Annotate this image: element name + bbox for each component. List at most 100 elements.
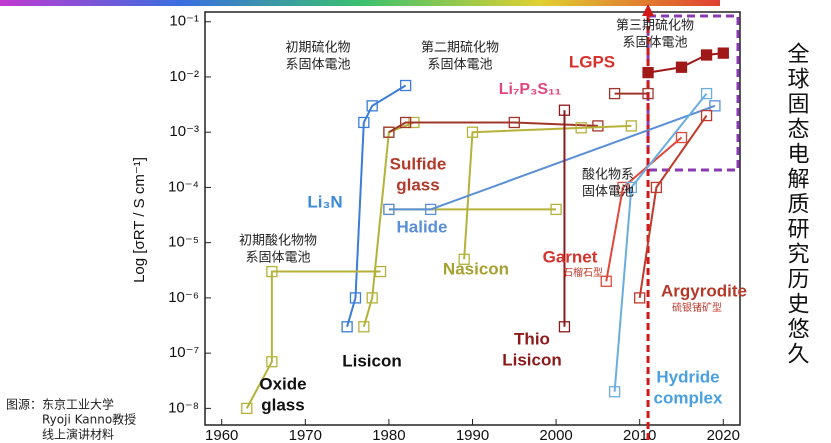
annotation: 酸化物系: [582, 168, 634, 183]
series-marker: [366, 100, 378, 112]
x-tick-label: 1970: [289, 427, 322, 443]
series-marker: [358, 321, 370, 333]
annotation: complex: [654, 388, 724, 407]
series-marker: [608, 386, 621, 398]
y-tick-label: 10⁻⁸: [168, 399, 199, 416]
x-tick-label: 1960: [205, 427, 238, 443]
x-tick-label: 1980: [372, 427, 405, 443]
annotation: Oxide: [259, 374, 306, 393]
y-tick-label: 10⁻⁶: [168, 289, 199, 306]
x-tick-label: 2010: [623, 427, 656, 443]
series-marker: [341, 321, 353, 333]
annotation: Halide: [396, 217, 447, 236]
annotation: 固体電池: [582, 185, 634, 200]
series-line: [245, 270, 381, 409]
series-marker: [266, 265, 278, 278]
annotation: Argyrodite: [661, 281, 747, 300]
series-marker: [592, 120, 604, 132]
series-marker: [374, 265, 387, 278]
series-marker: [600, 275, 612, 287]
annotation: Nasicon: [443, 259, 509, 278]
series-marker: [625, 181, 637, 194]
annotation: 硫银锗矿型: [672, 301, 722, 314]
series-marker: [650, 181, 663, 194]
series-marker: [466, 126, 479, 138]
y-tick-label: 10⁻⁴: [168, 178, 199, 195]
series-marker: [349, 292, 362, 304]
annotation: Thio: [514, 329, 550, 348]
series-marker: [458, 253, 470, 265]
series-line: [388, 121, 598, 134]
y-tick-label: 10⁻²: [169, 68, 199, 85]
series-marker: [675, 61, 688, 73]
series-line: [613, 92, 708, 392]
series-line: [346, 84, 407, 328]
annotation: 初期硫化物: [285, 41, 350, 56]
annotation: Hydride: [656, 367, 719, 386]
annotation: 系固体電池: [622, 36, 687, 51]
series-marker: [558, 321, 571, 333]
y-tick-label: 10⁻¹: [169, 13, 199, 30]
annotation: LGPS: [569, 52, 615, 71]
series-marker: [366, 292, 378, 304]
series-marker: [617, 181, 629, 194]
x-tick-label: 2000: [539, 427, 572, 443]
series-marker: [425, 203, 437, 216]
series-marker: [675, 131, 688, 144]
x-tick-label: 2020: [707, 427, 740, 443]
series-line: [605, 136, 683, 282]
annotation: Sulfide: [390, 154, 447, 173]
series-marker: [700, 87, 713, 100]
annotation: 初期酸化物物: [239, 234, 317, 249]
series-marker: [550, 203, 562, 216]
top-bar: [0, 0, 720, 6]
series-marker: [642, 66, 654, 79]
annotation: 系固体電池: [427, 58, 492, 73]
series-marker: [241, 402, 253, 415]
annotation: Lisicon: [502, 350, 562, 369]
side-title: 全球固态电解质研究历史悠久: [784, 42, 810, 367]
series-marker: [558, 104, 571, 116]
annotation: 系固体電池: [285, 58, 350, 73]
source-text: Ryoji Kanno教授: [42, 412, 136, 427]
series-marker: [608, 87, 621, 100]
annotation: 石榴石型: [563, 266, 603, 279]
annotation: 系固体電池: [245, 251, 310, 266]
series-marker: [700, 109, 713, 122]
series-marker: [508, 116, 520, 129]
series-marker: [383, 203, 395, 216]
series-marker: [709, 100, 721, 112]
arrow-head: [642, 4, 655, 16]
annotation: Li₃N: [307, 192, 342, 211]
annotation: Li₇P₃S₁₁: [499, 81, 562, 98]
x-tick-label: 1990: [456, 427, 489, 443]
series-marker: [634, 292, 646, 304]
series-marker: [700, 49, 713, 61]
series-marker: [266, 356, 278, 368]
y-tick-label: 10⁻³: [169, 123, 199, 140]
series-line: [647, 52, 724, 74]
annotation: Lisicon: [342, 351, 402, 370]
series-marker: [383, 126, 395, 138]
series-marker: [717, 47, 729, 59]
series-marker: [642, 87, 654, 100]
series-marker: [358, 116, 370, 129]
source-text: 线上演讲材料: [42, 427, 114, 442]
annotation: glass: [396, 175, 439, 194]
series-marker: [575, 122, 587, 134]
annotation: 第二期硫化物: [421, 41, 499, 56]
series-marker: [399, 79, 412, 92]
annotation: 第三期硫化物: [616, 19, 694, 34]
series-line: [638, 114, 708, 299]
y-tick-label: 10⁻⁷: [169, 344, 199, 361]
annotation: Garnet: [543, 247, 598, 266]
series-marker: [625, 120, 637, 132]
plot-frame: [204, 11, 741, 426]
source-text: 图源：东京工业大学: [6, 397, 114, 412]
series-line: [388, 104, 716, 211]
y-tick-label: 10⁻⁵: [168, 234, 199, 251]
y-axis-label: Log [σRT / S cm⁻¹]: [131, 157, 148, 283]
series-marker: [399, 116, 412, 129]
